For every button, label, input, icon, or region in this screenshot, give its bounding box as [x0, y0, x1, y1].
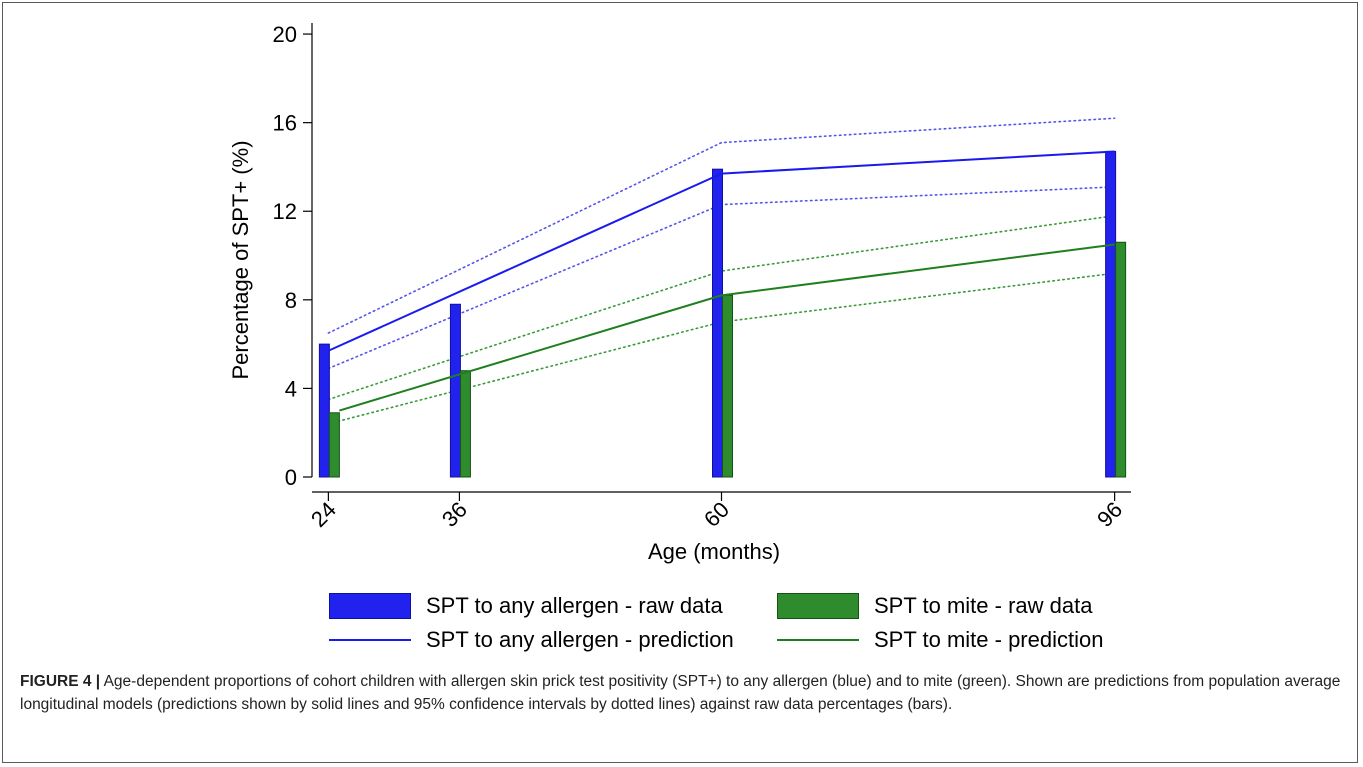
y-tick-label: 0 [285, 465, 297, 490]
y-tick-label: 4 [285, 376, 297, 401]
prediction-line-mite [339, 243, 1115, 412]
bars [318, 150, 1127, 478]
bar-any-allergen [318, 343, 330, 478]
bar-mite [459, 370, 471, 478]
prediction-lines [327, 150, 1115, 412]
legend-swatch-mite-bar [777, 593, 859, 619]
legend-label-mite-prediction: SPT to mite - prediction [874, 627, 1104, 652]
bar-any-allergen [712, 168, 723, 478]
x-tick-label: 24 [306, 497, 341, 532]
y-axis-label: Percentage of SPT+ (%) [228, 140, 253, 379]
legend-swatch-any-allergen-line [329, 639, 411, 641]
caption-label: FIGURE 4 | [20, 673, 101, 690]
axes: 0 4 8 12 16 20 24 36 60 96 [273, 22, 1131, 532]
legend-swatch-any-allergen-bar [329, 593, 411, 619]
legend-label-any-allergen-raw: SPT to any allergen - raw data [426, 593, 723, 618]
x-tick-label: 36 [437, 497, 472, 532]
x-tick-label: 60 [699, 497, 734, 532]
y-tick-label: 16 [273, 111, 297, 136]
caption-text: Age-dependent proportions of cohort chil… [20, 673, 1341, 713]
y-tick-label: 12 [273, 199, 297, 224]
confidence-interval-line [327, 117, 1116, 334]
y-tick-label: 8 [285, 288, 297, 313]
prediction-line-any-allergen [327, 150, 1115, 352]
bar-mite [328, 412, 340, 478]
x-axis-label: Age (months) [648, 539, 780, 564]
bar-mite [1115, 241, 1127, 478]
legend-swatch-mite-line [777, 639, 859, 641]
x-tick-label: 96 [1092, 497, 1127, 532]
legend-label-any-allergen-prediction: SPT to any allergen - prediction [426, 627, 734, 652]
y-tick-label: 20 [273, 22, 297, 47]
bar-any-allergen [449, 303, 461, 478]
legend-label-mite-raw: SPT to mite - raw data [874, 593, 1093, 618]
figure-caption: FIGURE 4 | Age-dependent proportions of … [20, 670, 1342, 716]
bar-mite [722, 294, 733, 478]
bar-any-allergen [1105, 150, 1117, 478]
